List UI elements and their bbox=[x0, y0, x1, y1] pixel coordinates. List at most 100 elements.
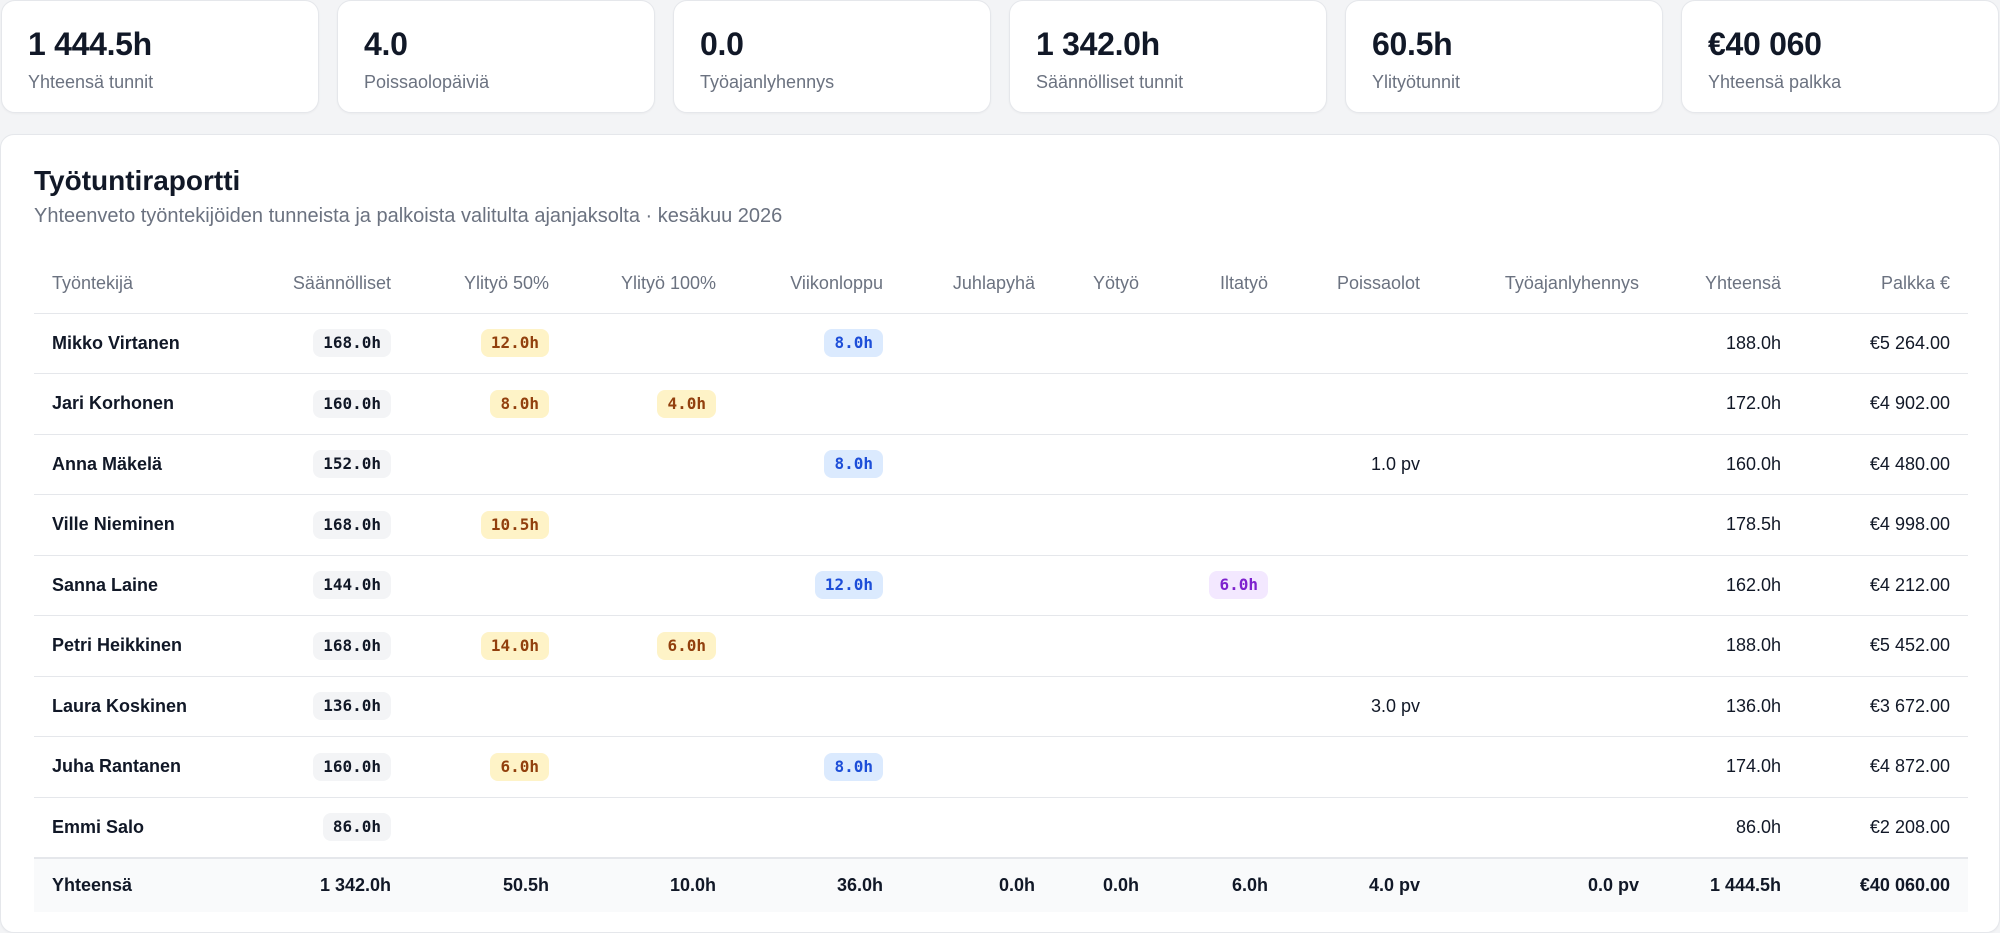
weekend-cell: 12.0h bbox=[734, 555, 901, 616]
hours-pill: 8.0h bbox=[824, 329, 883, 358]
working-time-reduction-cell bbox=[1438, 494, 1657, 556]
night-work-cell bbox=[1053, 797, 1157, 858]
hours-pill: 136.0h bbox=[313, 692, 391, 721]
table-row[interactable]: Mikko Virtanen 168.0h 12.0h 8.0h 188.0h €5 26… bbox=[34, 313, 1968, 374]
column-header[interactable]: Poissaolot bbox=[1286, 255, 1438, 314]
overtime-100-cell: 4.0h bbox=[567, 373, 734, 435]
absence-cell bbox=[1286, 797, 1438, 858]
table-row[interactable]: Emmi Salo 86.0h 86.0h €2 208.00 bbox=[34, 797, 1968, 858]
overtime-50-cell bbox=[409, 797, 567, 858]
regular-hours-cell: 168.0h bbox=[249, 313, 409, 374]
weekend-cell bbox=[734, 494, 901, 556]
stat-card-total-hours: 1 444.5h Yhteensä tunnit bbox=[1, 0, 319, 113]
column-header[interactable]: Juhlapyhä bbox=[901, 255, 1053, 314]
evening-work-cell bbox=[1157, 676, 1286, 737]
column-header[interactable]: Ylityö 50% bbox=[409, 255, 567, 314]
table-row[interactable]: Sanna Laine 144.0h 12.0h 6.0h 162.0h €4 212.0… bbox=[34, 555, 1968, 616]
column-header[interactable]: Palkka € bbox=[1799, 255, 1968, 314]
working-time-reduction-cell bbox=[1438, 676, 1657, 737]
table-row[interactable]: Jari Korhonen 160.0h 8.0h 4.0h 172.0h €4 902.… bbox=[34, 373, 1968, 435]
pay-cell: €4 480.00 bbox=[1799, 434, 1968, 495]
holiday-cell bbox=[901, 676, 1053, 737]
pay-cell: €5 452.00 bbox=[1799, 615, 1968, 677]
pay-cell: €2 208.00 bbox=[1799, 797, 1968, 858]
overtime-50-cell: 8.0h bbox=[409, 373, 567, 435]
hours-pill: 4.0h bbox=[657, 389, 716, 418]
hours-pill: 168.0h bbox=[313, 329, 391, 358]
hours-pill: 8.0h bbox=[824, 752, 883, 781]
night-work-cell bbox=[1053, 373, 1157, 435]
total-night-work-cell: 0.0h bbox=[1053, 856, 1157, 912]
regular-hours-cell: 144.0h bbox=[249, 555, 409, 616]
overtime-50-cell bbox=[409, 555, 567, 616]
table-row[interactable]: Petri Heikkinen 168.0h 14.0h 6.0h 188.0h €5 4… bbox=[34, 615, 1968, 677]
column-header[interactable]: Iltatyö bbox=[1157, 255, 1286, 314]
column-header[interactable]: Ylityö 100% bbox=[567, 255, 734, 314]
report-card: Työtuntiraportti Yhteenveto työntekijöid… bbox=[0, 134, 2000, 933]
evening-work-cell bbox=[1157, 494, 1286, 556]
total-hours-cell: 174.0h bbox=[1657, 736, 1799, 798]
column-header[interactable]: Säännölliset bbox=[249, 255, 409, 314]
stat-label: Yhteensä palkka bbox=[1708, 72, 1842, 92]
table-row[interactable]: Laura Koskinen 136.0h 3.0 pv 136.0h €3 672.0… bbox=[34, 676, 1968, 737]
night-work-cell bbox=[1053, 494, 1157, 556]
report-subtitle: Yhteenveto työntekijöiden tunneista ja p… bbox=[34, 205, 783, 227]
total-hours-cell: 188.0h bbox=[1657, 615, 1799, 677]
column-header[interactable]: Yhteensä bbox=[1657, 255, 1799, 314]
absence-cell bbox=[1286, 615, 1438, 677]
overtime-100-cell bbox=[567, 313, 734, 374]
overtime-50-cell: 12.0h bbox=[409, 313, 567, 374]
employee-name-cell: Anna Mäkelä bbox=[34, 434, 249, 495]
employee-name-cell: Laura Koskinen bbox=[34, 676, 249, 737]
column-header[interactable]: Työajanlyhennys bbox=[1438, 255, 1657, 314]
overtime-100-cell bbox=[567, 797, 734, 858]
evening-work-cell bbox=[1157, 373, 1286, 435]
total-overtime-50-cell: 50.5h bbox=[409, 856, 567, 912]
night-work-cell bbox=[1053, 434, 1157, 495]
absence-cell bbox=[1286, 373, 1438, 435]
holiday-cell bbox=[901, 373, 1053, 435]
pay-cell: €3 672.00 bbox=[1799, 676, 1968, 737]
hours-pill: 6.0h bbox=[657, 631, 716, 660]
column-header[interactable]: Viikonloppu bbox=[734, 255, 901, 314]
employee-name-cell: Sanna Laine bbox=[34, 555, 249, 616]
totals-row: Yhteensä 1 342.0h 50.5h 10.0h 36.0h 0.0h 0.0h 6… bbox=[34, 856, 1968, 912]
hours-pill: 144.0h bbox=[313, 571, 391, 600]
table-row[interactable]: Juha Rantanen 160.0h 6.0h 8.0h 174.0h €4 872.… bbox=[34, 736, 1968, 798]
overtime-50-cell: 6.0h bbox=[409, 736, 567, 798]
night-work-cell bbox=[1053, 736, 1157, 798]
total-hours-cell: 172.0h bbox=[1657, 373, 1799, 435]
regular-hours-cell: 168.0h bbox=[249, 494, 409, 556]
hours-pill: 168.0h bbox=[313, 631, 391, 660]
working-time-reduction-cell bbox=[1438, 555, 1657, 616]
total-hours-cell: 188.0h bbox=[1657, 313, 1799, 374]
overtime-100-cell bbox=[567, 676, 734, 737]
hours-pill: 160.0h bbox=[313, 752, 391, 781]
absence-cell: 3.0 pv bbox=[1286, 676, 1438, 737]
total-working-time-reduction-cell: 0.0 pv bbox=[1438, 856, 1657, 912]
column-header[interactable]: Työntekijä bbox=[34, 255, 249, 314]
pay-cell: €4 902.00 bbox=[1799, 373, 1968, 435]
absence-cell bbox=[1286, 555, 1438, 616]
employee-name-cell: Juha Rantanen bbox=[34, 736, 249, 798]
regular-hours-cell: 160.0h bbox=[249, 373, 409, 435]
stat-value: 60.5h bbox=[1372, 26, 1453, 62]
absence-cell bbox=[1286, 313, 1438, 374]
employee-name-cell: Mikko Virtanen bbox=[34, 313, 249, 374]
weekend-cell bbox=[734, 797, 901, 858]
holiday-cell bbox=[901, 313, 1053, 374]
night-work-cell bbox=[1053, 615, 1157, 677]
night-work-cell bbox=[1053, 676, 1157, 737]
table-row[interactable]: Anna Mäkelä 152.0h 8.0h 1.0 pv 160.0h €4 480.… bbox=[34, 434, 1968, 495]
overtime-50-cell: 10.5h bbox=[409, 494, 567, 556]
overtime-100-cell bbox=[567, 434, 734, 495]
total-evening-work-cell: 6.0h bbox=[1157, 856, 1286, 912]
totals-label: Yhteensä bbox=[34, 856, 249, 912]
hours-pill: 6.0h bbox=[490, 752, 549, 781]
overtime-100-cell: 6.0h bbox=[567, 615, 734, 677]
table-row[interactable]: Ville Nieminen 168.0h 10.5h 178.5h €4 998.00 bbox=[34, 494, 1968, 556]
total-overtime-100-cell: 10.0h bbox=[567, 856, 734, 912]
column-header[interactable]: Yötyö bbox=[1053, 255, 1157, 314]
total-hours-cell: 162.0h bbox=[1657, 555, 1799, 616]
holiday-cell bbox=[901, 797, 1053, 858]
